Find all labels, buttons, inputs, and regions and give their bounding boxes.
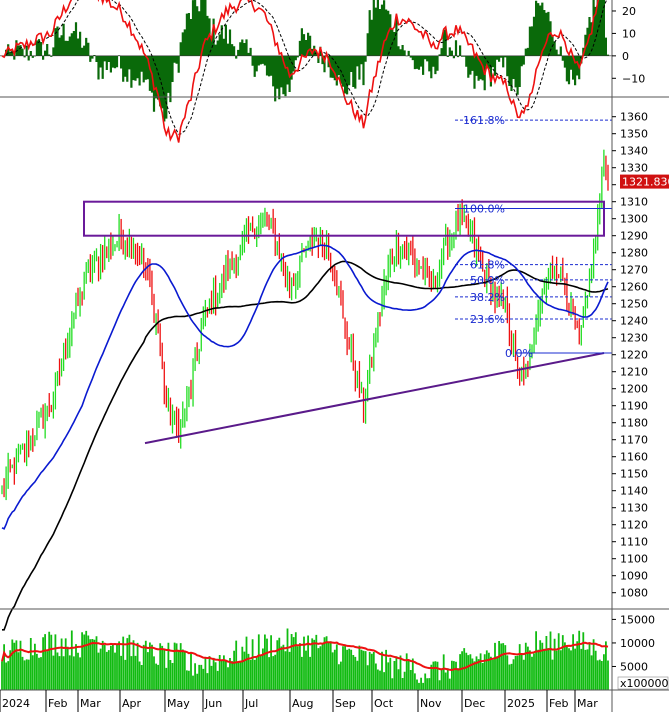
x-tick-label: Apr — [122, 697, 142, 710]
osc-tick-label: −10 — [622, 72, 645, 85]
x-tick-label: Oct — [374, 697, 394, 710]
price-tick-label: 1260 — [620, 281, 648, 294]
price-tick-label: 1110 — [620, 536, 648, 549]
fib-label: 61.8% — [470, 259, 505, 272]
volume-moving-average — [1, 641, 609, 672]
x-tick-label: Jun — [204, 697, 222, 710]
x-tick-label: Dec — [464, 697, 485, 710]
fib-label: 161.8% — [463, 114, 505, 127]
price-tick-label: 1210 — [620, 366, 648, 379]
moving-average-slow — [2, 260, 609, 631]
price-tick-label: 1360 — [620, 111, 648, 124]
x-tick-label: Nov — [420, 697, 442, 710]
support-trendline — [144, 352, 605, 445]
vol-tick-label: 10000 — [620, 637, 655, 650]
x-tick-label: Mar — [80, 697, 101, 710]
oscillator-line — [1, 0, 600, 143]
last-price-label: 1321.830 — [622, 176, 669, 189]
price-tick-label: 1180 — [620, 417, 648, 430]
vol-tick-label: 15000 — [620, 613, 655, 626]
fib-label: 38.2% — [470, 291, 505, 304]
price-tick-label: 1310 — [620, 196, 648, 209]
price-tick-label: 1230 — [620, 332, 648, 345]
x-tick-label: May — [167, 697, 190, 710]
volume-panel — [1, 628, 609, 690]
x-tick-label: 2024 — [2, 697, 30, 710]
price-tick-label: 1140 — [620, 485, 648, 498]
price-tick-label: 1100 — [620, 553, 648, 566]
fib-label: 50.0% — [470, 274, 505, 287]
vol-unit-label: x100000 — [620, 677, 669, 690]
price-tick-label: 1150 — [620, 468, 648, 481]
price-tick-label: 1240 — [620, 315, 648, 328]
fib-label: 100.0% — [463, 203, 505, 216]
osc-tick-label: 0 — [622, 50, 629, 63]
price-tick-label: 1350 — [620, 128, 648, 141]
x-tick-label: Feb — [48, 697, 67, 710]
price-tick-label: 1200 — [620, 383, 648, 396]
volume-bars — [1, 628, 609, 690]
price-tick-label: 1270 — [620, 264, 648, 277]
vol-unit-box — [617, 676, 669, 690]
price-tick-label: 1300 — [620, 213, 648, 226]
vol-tick-label: 5000 — [620, 660, 648, 673]
price-tick-label: 1090 — [620, 570, 648, 583]
osc-tick-label: 20 — [622, 5, 636, 18]
price-tick-label: 1120 — [620, 519, 648, 532]
x-tick-label: 2025 — [507, 697, 535, 710]
osc-tick-label: 10 — [622, 27, 636, 40]
price-tick-label: 1290 — [620, 230, 648, 243]
price-tick-label: 1130 — [620, 502, 648, 515]
price-tick-label: 1330 — [620, 162, 648, 175]
price-tick-label: 1190 — [620, 400, 648, 413]
last-price-tag — [620, 174, 669, 189]
x-tick-label: Mar — [577, 697, 598, 710]
fib-label: 23.6% — [470, 313, 505, 326]
price-tick-label: 1170 — [620, 434, 648, 447]
price-tick-label: 1160 — [620, 451, 648, 464]
price-tick-label: 1080 — [620, 587, 648, 600]
fib-label: 0.0% — [505, 347, 533, 360]
x-tick-label: Jul — [244, 697, 258, 710]
price-tick-label: 1280 — [620, 247, 648, 260]
moving-average-fast — [1, 244, 609, 530]
price-tick-label: 1250 — [620, 298, 648, 311]
x-tick-label: Sep — [335, 697, 356, 710]
x-tick-label: Feb — [549, 697, 568, 710]
price-tick-label: 1220 — [620, 349, 648, 362]
oscillator-panel — [0, 0, 612, 143]
x-tick-label: Aug — [292, 697, 313, 710]
resistance-box — [83, 200, 605, 237]
price-panel: 161.8% 100.0% 61.8% 50.0% 38.2% 23.6% 0.0% — [1, 114, 612, 631]
price-tick-label: 1340 — [620, 145, 648, 158]
